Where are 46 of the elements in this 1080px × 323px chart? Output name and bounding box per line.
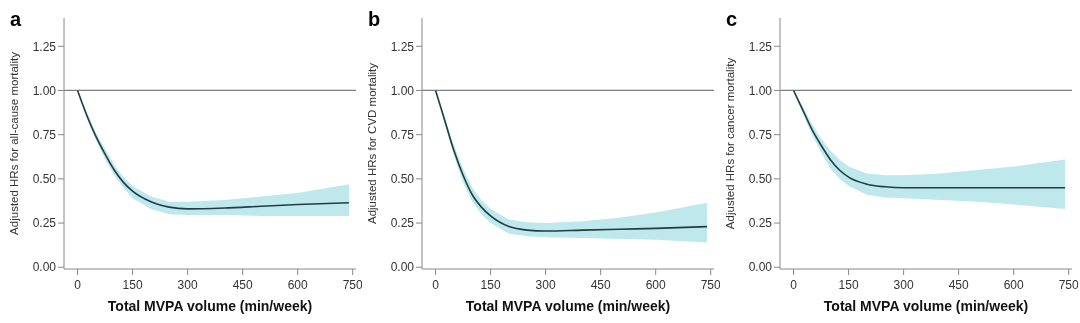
x-tick-label: 600 (287, 278, 309, 292)
x-tick-label: 300 (535, 278, 556, 292)
y-tick-label: 0.75 (748, 127, 773, 142)
x-tick-label: 750 (700, 278, 722, 292)
y-tick-label: 0.50 (390, 172, 415, 187)
x-tick-label: 150 (480, 278, 501, 292)
y-tick-label: 0.25 (32, 216, 57, 231)
x-tick-label: 150 (122, 278, 143, 292)
y-tick-label: 1.00 (748, 83, 773, 98)
y-tick-label: 0.00 (32, 260, 57, 275)
chart-title: a (10, 8, 22, 31)
x-axis-title: Total MVPA volume (min/week) (465, 298, 671, 314)
x-tick-label: 450 (232, 278, 253, 292)
x-tick-label: 450 (590, 278, 611, 292)
x-tick-label: 600 (1003, 278, 1025, 292)
y-axis-title: Adjusted HRs for cancer mortality (724, 57, 737, 230)
y-tick-label: 1.00 (32, 83, 57, 98)
chart-title: b (368, 8, 381, 31)
y-tick-label: 0.75 (32, 127, 57, 142)
y-tick-label: 0.50 (748, 172, 773, 187)
x-tick-label: 600 (645, 278, 667, 292)
y-tick-label: 0.75 (390, 127, 415, 142)
y-tick-label: 0.00 (748, 260, 773, 275)
x-tick-label: 450 (948, 278, 969, 292)
y-tick-label: 0.00 (390, 260, 415, 275)
x-tick-label: 750 (342, 278, 364, 292)
x-axis-title: Total MVPA volume (min/week) (823, 298, 1029, 314)
x-tick-label: 300 (177, 278, 198, 292)
y-axis-title: Adjusted HRs for CVD mortality (366, 62, 379, 225)
x-tick-label: 0 (74, 278, 82, 292)
x-tick-label: 0 (790, 278, 798, 292)
line-series (792, 89, 1066, 189)
x-tick-label: 150 (838, 278, 859, 292)
x-tick-label: 750 (1058, 278, 1080, 292)
chart-title: c (726, 8, 738, 31)
y-tick-label: 1.25 (32, 39, 57, 54)
x-axis-title: Total MVPA volume (min/week) (107, 298, 313, 314)
y-axis-title: Adjusted HRs for all-cause mortality (8, 51, 21, 235)
x-tick-label: 300 (893, 278, 914, 292)
y-tick-label: 1.25 (390, 39, 415, 54)
x-tick-label: 0 (432, 278, 440, 292)
y-tick-label: 0.25 (390, 216, 415, 231)
y-tick-label: 1.25 (748, 39, 773, 54)
y-tick-label: 0.25 (748, 216, 773, 231)
y-tick-label: 0.50 (32, 172, 57, 187)
y-tick-label: 1.00 (390, 83, 415, 98)
